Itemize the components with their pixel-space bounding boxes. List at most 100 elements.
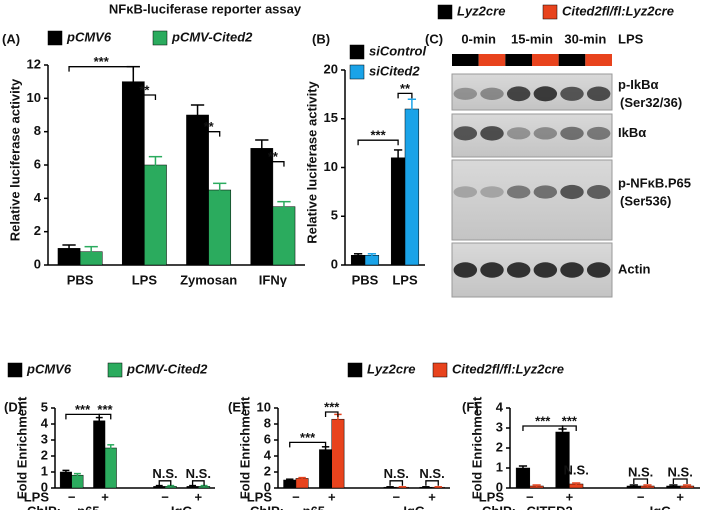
y-tick-label: 4 <box>41 415 49 430</box>
x-tick-label: PBS <box>67 272 94 287</box>
y-axis-label: Fold Enrichment <box>14 396 29 499</box>
lane-header <box>532 54 559 66</box>
blot-band <box>533 262 558 278</box>
band-label: Actin <box>618 261 651 276</box>
group-prefix: ChIP: <box>482 503 516 510</box>
group-prefix: ChIP: <box>250 503 284 510</box>
legend-label: siControl <box>369 43 426 58</box>
y-tick-label: 4 <box>496 399 504 414</box>
y-tick-label: 3 <box>41 431 48 446</box>
error-bar <box>518 465 528 470</box>
blot-band <box>480 87 504 101</box>
blot-panel <box>451 242 613 298</box>
lane-header <box>585 54 612 66</box>
blot-band <box>560 126 584 140</box>
bracket <box>425 480 439 486</box>
blot-band <box>506 185 531 199</box>
y-tick-label: 1 <box>496 459 503 474</box>
y-tick-label: 2 <box>41 447 48 462</box>
error-bar <box>422 486 430 488</box>
panel-label: (E) <box>228 399 245 414</box>
x-tick-label: + <box>428 489 436 504</box>
significance: N.S. <box>384 466 409 481</box>
bar <box>59 471 72 489</box>
group-label: IgG <box>403 503 425 510</box>
x-tick-label: − <box>292 489 300 504</box>
y-tick-label: 8 <box>264 415 271 430</box>
error-bar <box>532 484 541 487</box>
panel-label: (F) <box>462 399 479 414</box>
y-tick-label: 1 <box>41 463 48 478</box>
y-axis-label: Relative luciferase activity <box>7 78 22 241</box>
significance: ** <box>268 149 279 164</box>
y-tick-label: 15 <box>324 110 338 125</box>
bar <box>144 164 167 266</box>
lane-header <box>505 54 532 66</box>
bracket <box>289 441 327 448</box>
error-bar <box>353 253 363 257</box>
error-bar <box>62 244 76 252</box>
bracket <box>261 161 285 167</box>
blot-panel <box>451 159 613 241</box>
blot-band <box>586 126 611 140</box>
significance: *** <box>94 54 110 69</box>
x-axis-label: LPS <box>479 489 505 504</box>
error-bar <box>84 245 98 257</box>
y-tick-label: 3 <box>496 419 503 434</box>
blot-band <box>533 185 558 199</box>
legend-label: pCMV6 <box>26 361 72 376</box>
y-tick-label: 0 <box>496 479 503 494</box>
y-tick-label: 12 <box>27 56 41 71</box>
group-label: CITED2 <box>526 503 572 510</box>
legend-label: pCMV-Cited2 <box>126 361 208 376</box>
blot-band <box>533 127 558 140</box>
band-sublabel: (Ser536) <box>620 193 671 208</box>
y-tick-label: 4 <box>264 447 272 462</box>
band-sublabel: (Ser32/36) <box>620 95 682 110</box>
bar <box>93 420 106 489</box>
bar <box>295 478 309 489</box>
x-tick-label: + <box>328 489 336 504</box>
blot-band <box>480 126 504 141</box>
y-tick-label: 8 <box>34 123 41 138</box>
legend-label: pCMV6 <box>66 29 112 44</box>
figure-title: NFκB-luciferase reporter assay <box>109 1 302 16</box>
legend-swatch <box>347 362 363 378</box>
blot-panel <box>451 73 613 111</box>
x-tick-label: − <box>161 489 169 504</box>
error-bar <box>629 484 638 487</box>
y-axis-label: Relative luciferase activity <box>304 80 319 243</box>
error-bar <box>190 104 205 125</box>
band-label: p-IkBα <box>618 77 659 92</box>
panel-label: (B) <box>312 31 330 46</box>
legend-label: siCited2 <box>369 63 420 78</box>
x-tick-label: + <box>566 489 574 504</box>
legend-swatch <box>152 30 168 46</box>
bar <box>104 447 117 489</box>
error-bar <box>73 472 81 477</box>
group-label: IgG <box>650 503 672 510</box>
blot-band <box>453 262 478 278</box>
bracket <box>196 131 221 137</box>
panel-label: (D) <box>4 399 22 414</box>
y-tick-label: 5 <box>41 399 48 414</box>
timepoint-label: 15-min <box>511 31 553 46</box>
error-bar <box>386 486 394 488</box>
significance: *** <box>97 402 113 417</box>
x-tick-label: − <box>637 489 645 504</box>
error-bar <box>367 253 377 257</box>
bracket <box>633 478 649 484</box>
error-bar <box>407 98 417 119</box>
bar <box>404 108 420 266</box>
significance: *** <box>324 399 340 414</box>
y-tick-label: 20 <box>324 61 338 76</box>
x-tick-label: LPS <box>392 272 418 287</box>
group-label: p65 <box>303 503 325 510</box>
lane-header <box>478 54 506 66</box>
band-label: IkBα <box>618 125 646 140</box>
legend-label: Lyz2cre <box>367 361 415 376</box>
y-axis-label: Fold Enrichment <box>237 396 252 499</box>
legend-label: pCMV-Cited2 <box>171 29 253 44</box>
bar <box>283 479 297 489</box>
